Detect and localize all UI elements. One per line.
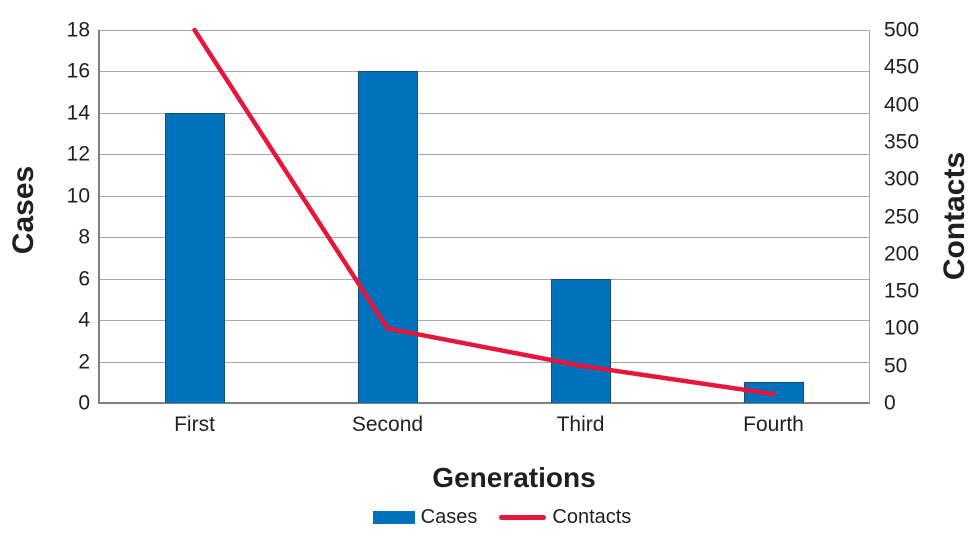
gridline <box>98 112 870 114</box>
left-tick-label: 4 <box>78 308 90 332</box>
left-axis-line <box>98 30 100 403</box>
contacts-line <box>192 27 776 397</box>
right-tick-label: 250 <box>884 205 920 228</box>
contacts-line-swatch-icon <box>499 515 547 520</box>
bar-second <box>357 71 418 403</box>
contacts-line-layer <box>192 27 776 397</box>
left-tick-label: 12 <box>66 142 90 166</box>
right-tick-label: 200 <box>884 242 920 266</box>
right-tick-label: 150 <box>884 279 920 303</box>
gridline <box>98 154 870 156</box>
cases-bar-swatch-icon <box>372 511 415 524</box>
x-category-label-third: Third <box>556 413 605 436</box>
legend-label-cases: Cases <box>420 506 478 528</box>
legend-item-cases: Cases <box>372 506 478 529</box>
right-tick-label: 100 <box>884 316 920 340</box>
legend: Cases Contacts <box>0 506 980 529</box>
left-tick-label: 10 <box>66 184 90 208</box>
left-tick-label: 2 <box>78 350 90 374</box>
right-tick-label: 450 <box>884 55 920 79</box>
gridline <box>98 320 870 322</box>
x-axis-title: Generations <box>432 462 596 493</box>
gridline <box>98 195 870 197</box>
x-axis-line <box>98 402 870 404</box>
legend-label-contacts: Contacts <box>552 506 632 528</box>
x-category-label-second: Second <box>351 413 424 436</box>
right-tick-label: 500 <box>884 18 920 42</box>
gridline <box>98 30 870 31</box>
left-tick-label: 18 <box>66 18 90 42</box>
left-tick-label: 0 <box>78 391 90 415</box>
gridline <box>98 71 870 73</box>
legend-item-contacts: Contacts <box>499 506 631 529</box>
right-tick-label: 350 <box>884 130 920 154</box>
gridline <box>98 361 870 363</box>
right-tick-label: 50 <box>884 354 908 378</box>
left-tick-label: 6 <box>78 267 90 291</box>
left-tick-label: 14 <box>66 101 90 125</box>
bar-third <box>550 278 611 403</box>
plot-area <box>98 27 870 404</box>
right-tick-label: 300 <box>884 167 920 191</box>
plot-right-border <box>869 30 870 403</box>
x-category-label-first: First <box>174 413 215 436</box>
x-category-label-fourth: Fourth <box>743 413 804 436</box>
bar-first <box>164 112 225 403</box>
gridline <box>98 278 870 280</box>
gridline <box>98 237 870 239</box>
left-tick-label: 8 <box>78 225 90 249</box>
right-tick-label: 400 <box>884 93 920 117</box>
left-tick-label: 16 <box>66 59 90 83</box>
right-tick-label: 0 <box>884 391 896 415</box>
